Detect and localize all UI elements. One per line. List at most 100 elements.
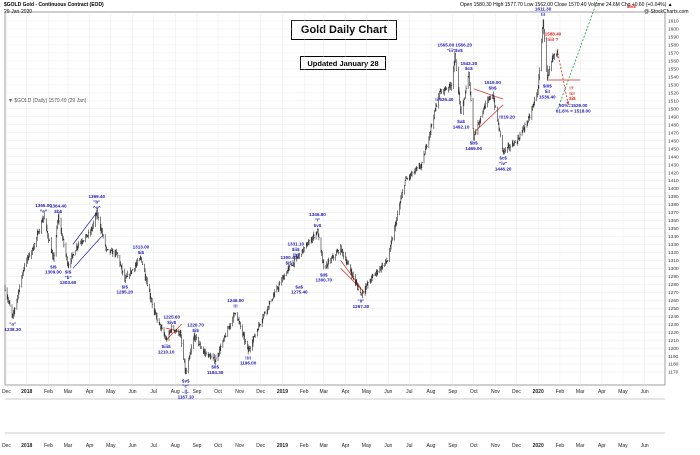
wave-label: 1536.40 <box>539 95 556 100</box>
y-tick-label: 1170 <box>668 370 679 376</box>
wave-label: "c" <box>182 384 189 389</box>
x-tick-label-bottom: 2019 <box>277 443 288 449</box>
x-tick-label: Sep <box>448 389 457 395</box>
wave-label: $i$ <box>50 264 57 269</box>
channel-early-2018 <box>72 236 102 269</box>
wave-label: ^a^ <box>40 208 48 213</box>
x-tick-label-bottom: Feb <box>44 443 53 449</box>
wave-label: $a$ <box>457 119 465 124</box>
y-tick-label: 1250 <box>668 306 679 312</box>
x-tick-label-bottom: Apr <box>598 443 606 449</box>
wave-label: $iii$ <box>543 84 552 89</box>
x-tick-label: Mar <box>576 389 585 395</box>
wave-label: "b" <box>93 200 100 205</box>
x-tick-label: Apr <box>342 389 350 395</box>
y-tick-label: 1190 <box>668 354 679 360</box>
wave-label: 1300.70 <box>315 278 332 283</box>
wave-label: 1369.40 <box>88 194 105 199</box>
wave-label: $iv$ <box>627 4 636 9</box>
y-tick-label: 1460 <box>668 138 679 144</box>
y-tick-label: 1350 <box>668 226 679 232</box>
x-tick-label: Apr <box>86 389 94 395</box>
x-tick-label-bottom: Feb <box>300 443 309 449</box>
y-tick-label: 1470 <box>668 130 679 136</box>
y-tick-label: 1560 <box>668 59 679 65</box>
wave-label: $b$ <box>54 209 62 214</box>
red-projection-arrowhead <box>566 101 570 105</box>
wave-label: "b" <box>64 275 71 280</box>
x-tick-label-bottom: May <box>106 443 116 449</box>
x-tick-label-bottom: Jul <box>406 443 412 449</box>
x-tick-label: Jun <box>384 389 392 395</box>
wave-label: 1365.00 <box>35 203 52 208</box>
y-tick-label: 1180 <box>668 362 679 368</box>
x-tick-label: Jun <box>128 389 136 395</box>
y-tick-label: 1510 <box>668 98 679 104</box>
wave-label: 1184.30 <box>207 370 224 375</box>
x-tick-label: Nov <box>235 389 244 395</box>
wave-label: $i$ <box>122 284 129 289</box>
y-tick-label: 1580 <box>668 43 679 49</box>
y-tick-label: 1420 <box>668 170 679 176</box>
y-tick-label: 1410 <box>668 178 679 184</box>
y-tick-label: 1330 <box>668 242 679 248</box>
wave-label: !iii! ? <box>547 37 558 42</box>
updated-label: Updated January 28 <box>300 56 386 70</box>
wedge-apr-2019 <box>340 268 365 293</box>
wave-label: $i$ <box>138 250 145 255</box>
y-tick-label: 1260 <box>668 298 679 304</box>
wave-label: $v$ <box>314 223 322 228</box>
wave-label: $i$ <box>65 269 72 274</box>
wave-label: 1565.00 1566.20 <box>438 43 473 48</box>
x-tick-label-bottom: Aug <box>427 443 436 449</box>
x-tick-label-bottom: Jul <box>150 443 156 449</box>
wave-label: $b$ <box>470 141 478 146</box>
wave-label: $c$ <box>465 66 473 71</box>
wave-label: $i$ <box>569 96 576 101</box>
y-tick-label: 1570 <box>668 51 679 57</box>
wave-label: 1519.00 <box>484 80 501 85</box>
x-tick-label-bottom: Sep <box>448 443 457 449</box>
y-tick-label: 1610 <box>668 19 679 25</box>
wave-label: "ii" <box>357 298 364 303</box>
y-tick-label: 1500 <box>668 106 679 112</box>
x-tick-label: May <box>618 389 628 395</box>
y-tick-label: 1320 <box>668 250 679 256</box>
wave-label: !i!526.40 <box>435 97 454 102</box>
quote-label: Open 1580.30 High 1577.70 Low 1562.00 Cl… <box>460 2 673 8</box>
x-tick-label: Mar <box>319 389 328 395</box>
wave-label: !ii! <box>544 89 550 94</box>
x-tick-label-bottom: Apr <box>342 443 350 449</box>
wave-label: $iii$ <box>162 344 171 349</box>
wave-label: 1238.30 <box>4 327 21 332</box>
y-tick-label: 1210 <box>668 338 679 344</box>
y-tick-label: 1520 <box>668 90 679 96</box>
y-tick-label: 1370 <box>668 210 679 216</box>
y-tick-label: 1220 <box>668 330 679 336</box>
axes: 1170 1180 1190 1200 1210 1220 1230 1240 1250 1260… <box>2 19 679 449</box>
y-tick-label: 1600 <box>668 27 679 33</box>
watermark-label: @ StockCharts.com <box>644 9 689 15</box>
wave-label: 1196.00 <box>240 361 257 366</box>
y-tick-label: 1280 <box>668 282 679 288</box>
y-tick-label: 1230 <box>668 322 679 328</box>
x-tick-label: Jun <box>641 389 649 395</box>
y-tick-label: 1390 <box>668 194 679 200</box>
wave-label: !? <box>569 85 574 90</box>
wave-label: !i! <box>541 12 546 17</box>
wave-label: !!! <box>233 303 238 308</box>
x-tick-label: Dec <box>256 389 265 395</box>
x-tick-label: 2019 <box>277 389 288 395</box>
x-tick-label: Oct <box>470 389 478 395</box>
wave-label: "a" <box>9 322 16 327</box>
wave-label: $i$ <box>286 260 293 265</box>
y-tick-label: 1200 <box>668 346 679 352</box>
x-tick-label: Oct <box>214 389 222 395</box>
x-tick-label: Feb <box>300 389 309 395</box>
y-tick-label: 1480 <box>668 122 679 128</box>
wave-label: 1275.40 <box>291 290 308 295</box>
wave-label: 1309.00 <box>45 270 62 275</box>
wave-label: !c! <box>569 91 575 96</box>
